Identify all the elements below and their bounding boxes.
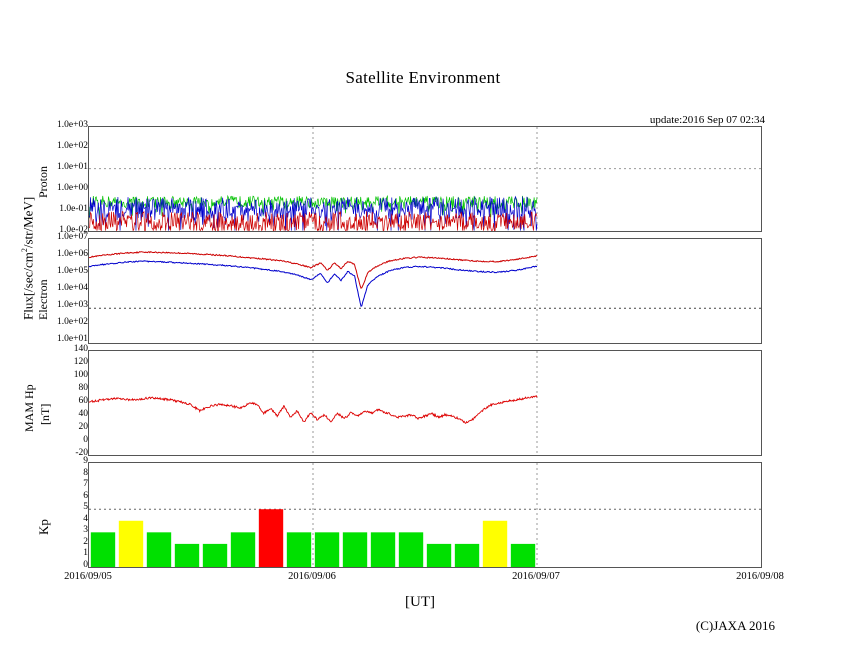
electron-ytick-4: 1.0e+03: [57, 300, 88, 310]
proton-blue: [89, 195, 538, 231]
kp-ytick-6: 3: [83, 525, 88, 535]
electron-red: [89, 251, 538, 289]
flux-axis-title: Flux[/sec/cm2/str/MeV]: [20, 197, 36, 320]
kp-bar[interactable]: [202, 543, 228, 567]
kp-ytick-5: 4: [83, 514, 88, 524]
proton-ytick-3: 1.0e+00: [57, 183, 88, 193]
kp-ytick-9: 0: [83, 560, 88, 570]
electron-ytick-5: 1.0e+02: [57, 317, 88, 327]
mam-hp-panel: [88, 350, 762, 456]
electron-traces: [89, 251, 538, 307]
xtick-1: 2016/09/06: [288, 571, 336, 582]
flux-axis-title-text: Flux[/sec/cm: [20, 252, 36, 320]
kp-bars[interactable]: [90, 509, 536, 567]
kp-bar[interactable]: [426, 543, 452, 567]
kp-bar[interactable]: [314, 532, 340, 567]
kp-bar[interactable]: [146, 532, 172, 567]
electron-ytick-3: 1.0e+04: [57, 283, 88, 293]
kp-bar[interactable]: [370, 532, 396, 567]
kp-ytick-7: 2: [83, 537, 88, 547]
mam-hp-traces: [89, 395, 538, 424]
proton-panel: [88, 126, 762, 232]
electron-plot-area: [89, 239, 761, 343]
xtick-2: 2016/09/07: [512, 571, 560, 582]
xtick-0: 2016/09/05: [64, 571, 112, 582]
electron-blue: [89, 260, 538, 307]
kp-bar[interactable]: [454, 543, 480, 567]
mam-ytick-6: 20: [78, 422, 89, 432]
electron-ytick-0: 1.0e+07: [57, 232, 88, 242]
mam-ytick-0: 140: [73, 344, 88, 354]
flux-axis-title-tail: /str/MeV]: [20, 196, 36, 249]
mam-ytick-5: 40: [78, 409, 89, 419]
mam-ytick-3: 80: [78, 383, 89, 393]
kp-ytick-8: 1: [83, 548, 88, 558]
proton-ytick-2: 1.0e+01: [57, 162, 88, 172]
update-timestamp: update:2016 Sep 07 02:34: [649, 114, 765, 126]
x-axis-label: [UT]: [405, 594, 435, 610]
copyright-notice: (C)JAXA 2016: [695, 618, 775, 633]
xtick-3: 2016/09/08: [736, 571, 784, 582]
electron-panel: [88, 238, 762, 344]
flux-axis-title-sup: 2: [20, 248, 29, 253]
mam-hp-plot-area: [89, 351, 538, 455]
mam-axis-label: MAM Hp: [22, 384, 36, 432]
proton-traces: [89, 194, 538, 231]
kp-bar[interactable]: [342, 532, 368, 567]
kp-panel: [88, 462, 762, 568]
proton-red: [89, 210, 538, 231]
kp-bar[interactable]: [118, 520, 144, 567]
kp-ytick-0: 9: [83, 456, 88, 466]
mam-ytick-2: 100: [73, 370, 88, 380]
proton-ytick-5: 1.0e-02: [59, 225, 88, 235]
kp-ytick-1: 8: [83, 468, 88, 478]
kp-ytick-3: 6: [83, 491, 88, 501]
proton-ytick-1: 1.0e+02: [57, 141, 88, 151]
kp-ytick-2: 7: [83, 479, 88, 489]
electron-ytick-6: 1.0e+01: [57, 334, 88, 344]
kp-bar[interactable]: [286, 532, 312, 567]
proton-plot-area: [89, 127, 761, 231]
mam-ytick-8: -20: [75, 448, 88, 458]
page-title: Satellite Environment: [345, 68, 501, 87]
kp-bar[interactable]: [482, 520, 508, 567]
kp-plot-area: [89, 463, 761, 567]
kp-bar[interactable]: [510, 543, 536, 567]
mam-hp-red: [89, 395, 538, 424]
mam-ytick-1: 120: [73, 357, 88, 367]
electron-ytick-2: 1.0e+05: [57, 266, 88, 276]
kp-bar[interactable]: [258, 509, 284, 567]
kp-bar[interactable]: [230, 532, 256, 567]
electron-ytick-1: 1.0e+06: [57, 249, 88, 259]
kp-bar[interactable]: [398, 532, 424, 567]
proton-ytick-0: 1.0e+03: [57, 120, 88, 130]
kp-ytick-4: 5: [83, 502, 88, 512]
kp-bar[interactable]: [90, 532, 116, 567]
kp-bar[interactable]: [174, 543, 200, 567]
proton-ytick-4: 1.0e-01: [59, 204, 88, 214]
mam-ytick-7: 0: [83, 435, 88, 445]
mam-ytick-4: 60: [78, 396, 89, 406]
